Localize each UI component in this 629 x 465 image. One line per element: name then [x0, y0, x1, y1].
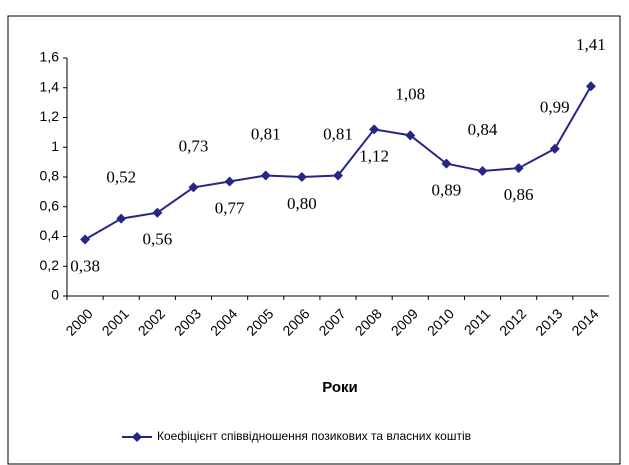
- data-label: 0,56: [142, 230, 172, 249]
- data-label: 0,77: [215, 198, 245, 217]
- y-tick-label: 0,2: [40, 257, 60, 273]
- data-point: [224, 176, 235, 187]
- chart-frame: [7, 15, 621, 465]
- x-tick-label: 2007: [315, 305, 348, 338]
- data-point: [405, 130, 416, 141]
- data-point: [296, 172, 307, 182]
- data-label: 0,99: [540, 98, 570, 117]
- data-label: 0,86: [504, 185, 534, 204]
- x-tick-label: 2001: [99, 305, 132, 338]
- x-tick-label: 2006: [279, 305, 312, 338]
- data-point: [513, 163, 524, 174]
- data-label: 1,41: [576, 35, 606, 54]
- data-label: 0,89: [432, 181, 462, 200]
- x-tick-label: 2014: [568, 305, 601, 338]
- x-tick-label: 2012: [496, 305, 529, 338]
- data-label: 0,73: [179, 136, 209, 155]
- data-point: [260, 170, 271, 181]
- y-tick-label: 0,4: [40, 227, 60, 243]
- data-point: [188, 182, 199, 193]
- x-tick-label: 2008: [352, 305, 385, 338]
- y-tick-label: 0,6: [40, 197, 60, 213]
- data-point: [549, 143, 560, 154]
- data-label: 0,80: [287, 194, 317, 213]
- data-label: 1,08: [395, 84, 425, 103]
- data-point: [333, 170, 343, 181]
- legend-label: Коефіцієнт співвідношення позикових та в…: [157, 429, 471, 443]
- x-tick-label: 2011: [461, 305, 494, 338]
- y-tick-label: 1,2: [40, 108, 60, 124]
- x-axis-title: Роки: [322, 379, 358, 396]
- x-tick-label: 2013: [532, 305, 565, 338]
- data-point: [369, 124, 380, 135]
- data-label: 0,81: [323, 124, 353, 143]
- y-tick-label: 0,8: [40, 168, 60, 184]
- data-label: 0,84: [468, 120, 498, 139]
- x-tick-label: 2000: [62, 305, 95, 338]
- data-label: 0,52: [106, 168, 136, 187]
- legend-marker: [132, 432, 142, 442]
- data-point: [585, 81, 596, 92]
- data-label: 1,12: [359, 146, 389, 165]
- y-tick-label: 1,6: [40, 49, 60, 65]
- x-tick-label: 2009: [388, 305, 421, 338]
- data-label: 0,81: [251, 124, 281, 143]
- x-tick-label: 2003: [171, 305, 204, 338]
- y-tick-label: 0: [51, 287, 59, 303]
- y-tick-label: 1: [51, 138, 59, 154]
- x-tick-label: 2002: [135, 305, 168, 338]
- y-tick-label: 1,4: [40, 78, 60, 94]
- x-tick-label: 2010: [424, 305, 457, 338]
- x-tick-label: 2004: [207, 305, 240, 338]
- data-label: 0,38: [70, 256, 100, 275]
- data-point: [477, 166, 488, 177]
- data-point: [152, 207, 163, 218]
- series-line: [84, 85, 592, 241]
- data-point: [116, 213, 127, 224]
- data-point: [441, 158, 452, 169]
- x-tick-label: 2005: [243, 305, 276, 338]
- data-point: [80, 234, 91, 245]
